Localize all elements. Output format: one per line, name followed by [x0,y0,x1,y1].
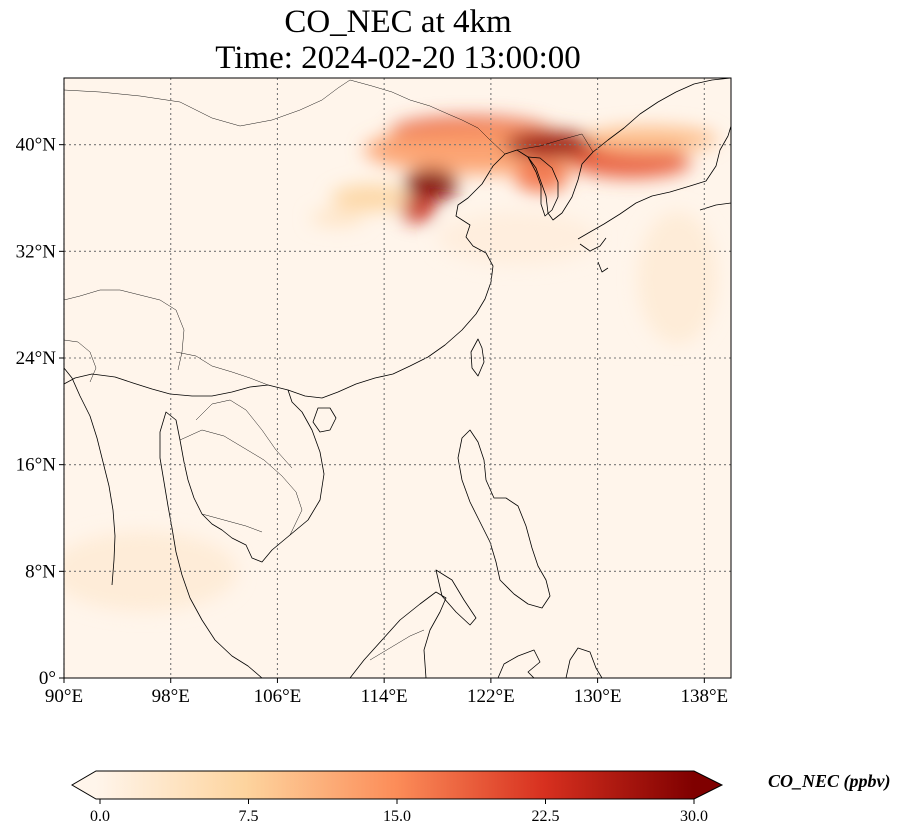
colorbar-tick-label: 30.0 [680,808,708,825]
lat-tick-label: 0° [39,668,56,689]
map-frame [63,77,732,679]
plume-7 [584,125,718,153]
colorbar-tick-label: 15.0 [383,808,411,825]
coastline-korea [527,156,559,217]
plume-5 [514,160,569,193]
colorbar-tick-label: 22.5 [532,808,560,825]
coastline-taiwan [470,338,485,377]
coastline-sulawesi [497,649,541,678]
plume-6 [570,146,691,178]
lon-tick-label: 106°E [254,686,302,707]
lon-tick-label: 90°E [45,686,83,707]
colorbar-max-arrow [694,771,722,799]
colorbar-label: CO_NEC (ppbv) [768,771,891,791]
lat-tick-label: 40°N [16,135,57,156]
border-china-mongolia [64,79,351,127]
plume-8 [330,184,411,212]
colorbar-tick-label: 0.0 [90,808,110,825]
lat-tick-label: 16°N [16,455,57,476]
lon-tick-label: 138°E [680,686,728,707]
coastlines [64,78,731,678]
coastline-philippines [435,429,551,626]
coastline-hainan [312,407,337,433]
plume-9 [310,210,365,226]
border-bangladesh [64,339,97,383]
border-china-north [349,79,506,155]
latitude-tick-labels: 0° 8°N 16°N 24°N 32°N 40°N [16,135,64,689]
lon-tick-label: 114°E [361,686,408,707]
coastline-indochina [64,367,325,678]
coastline-borneo [349,591,447,678]
colorbar-tick-label: 7.5 [239,808,259,825]
country-borders [64,79,594,661]
border-myanmar-laos [175,351,269,386]
colorbar-ticks: 0.0 7.5 15.0 22.5 30.0 [90,799,708,825]
border-mainland-se-asia [179,399,303,536]
border-korea [516,133,594,153]
map-title-line-1: CO_NEC at 4km [284,4,512,40]
border-south-asia [64,289,185,371]
coastline-new-guinea [565,647,603,678]
longitude-tick-labels: 90°E 98°E 106°E 114°E 122°E 130°E 138°E [45,678,728,707]
concentration-field [64,116,718,612]
lat-tick-label: 24°N [16,348,57,369]
lat-tick-label: 8°N [25,561,56,582]
colorbar: 0.0 7.5 15.0 22.5 30.0 [71,770,724,825]
lon-tick-label: 130°E [574,686,622,707]
colorbar-min-arrow [72,771,96,799]
border-borneo [369,629,425,661]
coastline-japan [577,125,731,273]
map-title-line-2: Time: 2024-02-20 13:00:00 [215,40,581,76]
colorbar-gradient [96,771,694,799]
plume-2 [404,168,458,201]
lat-tick-label: 32°N [16,241,57,262]
lon-tick-label: 98°E [152,686,190,707]
plume-12 [437,211,598,265]
coastline-china [64,78,731,399]
plume-10 [637,211,718,345]
lon-tick-label: 122°E [467,686,515,707]
